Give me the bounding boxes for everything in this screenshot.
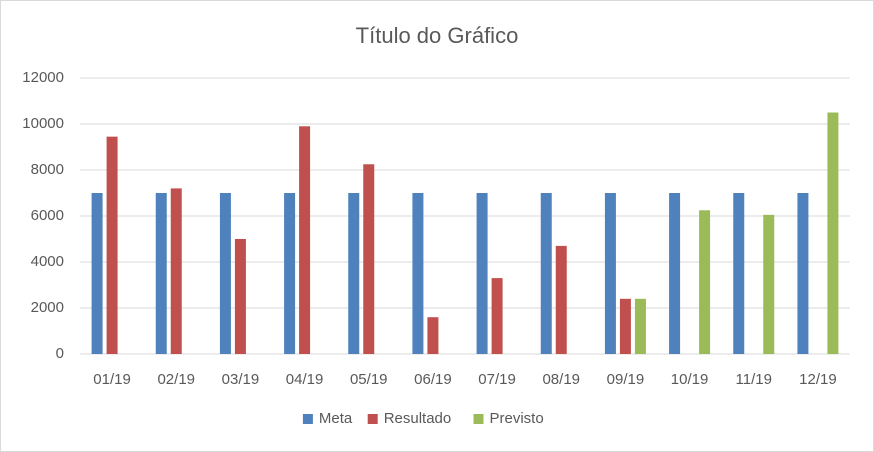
bar [733,193,745,354]
bar [106,136,118,354]
x-tick-label: 07/19 [478,371,516,388]
legend-label: Resultado [384,410,452,427]
legend-swatch [473,414,484,424]
x-tick-label: 12/19 [799,371,837,388]
y-tick-label: 2000 [31,299,64,316]
legend-swatch [367,414,378,424]
legend-label: Previsto [490,410,544,427]
x-tick-label: 04/19 [286,371,324,388]
y-tick-label: 12000 [22,69,64,86]
bar [170,188,182,354]
y-tick-label: 6000 [31,207,64,224]
bar [827,112,839,354]
bar [797,193,809,354]
bar [763,214,775,354]
chart-title: Título do Gráfico [356,23,519,48]
x-tick-label: 09/19 [607,371,645,388]
legend-swatch [302,414,313,424]
bar [155,193,167,354]
x-tick-label: 02/19 [157,371,195,388]
x-tick-label: 01/19 [93,371,131,388]
x-tick-label: 08/19 [542,371,580,388]
bar [476,193,488,354]
y-tick-label: 4000 [31,253,64,270]
bar [348,193,360,354]
y-tick-label: 8000 [31,161,64,178]
bar [555,245,567,354]
bar [540,193,552,354]
bar [219,193,231,354]
y-tick-label: 10000 [22,115,64,132]
bar [234,239,246,354]
x-tick-label: 10/19 [671,371,709,388]
bar [669,193,681,354]
bar [91,193,103,354]
bar [604,193,616,354]
bar [619,298,631,354]
x-tick-label: 11/19 [736,371,772,388]
bar [634,298,646,354]
bar [427,317,439,354]
legend-label: Meta [319,410,353,427]
bar [412,193,424,354]
x-tick-label: 05/19 [350,371,388,388]
bar [363,164,375,354]
bar [284,193,296,354]
bar [699,210,711,354]
y-tick-label: 0 [56,345,64,362]
x-tick-label: 03/19 [222,371,260,388]
bar [299,126,311,354]
bar [491,278,503,354]
x-tick-label: 06/19 [414,371,452,388]
